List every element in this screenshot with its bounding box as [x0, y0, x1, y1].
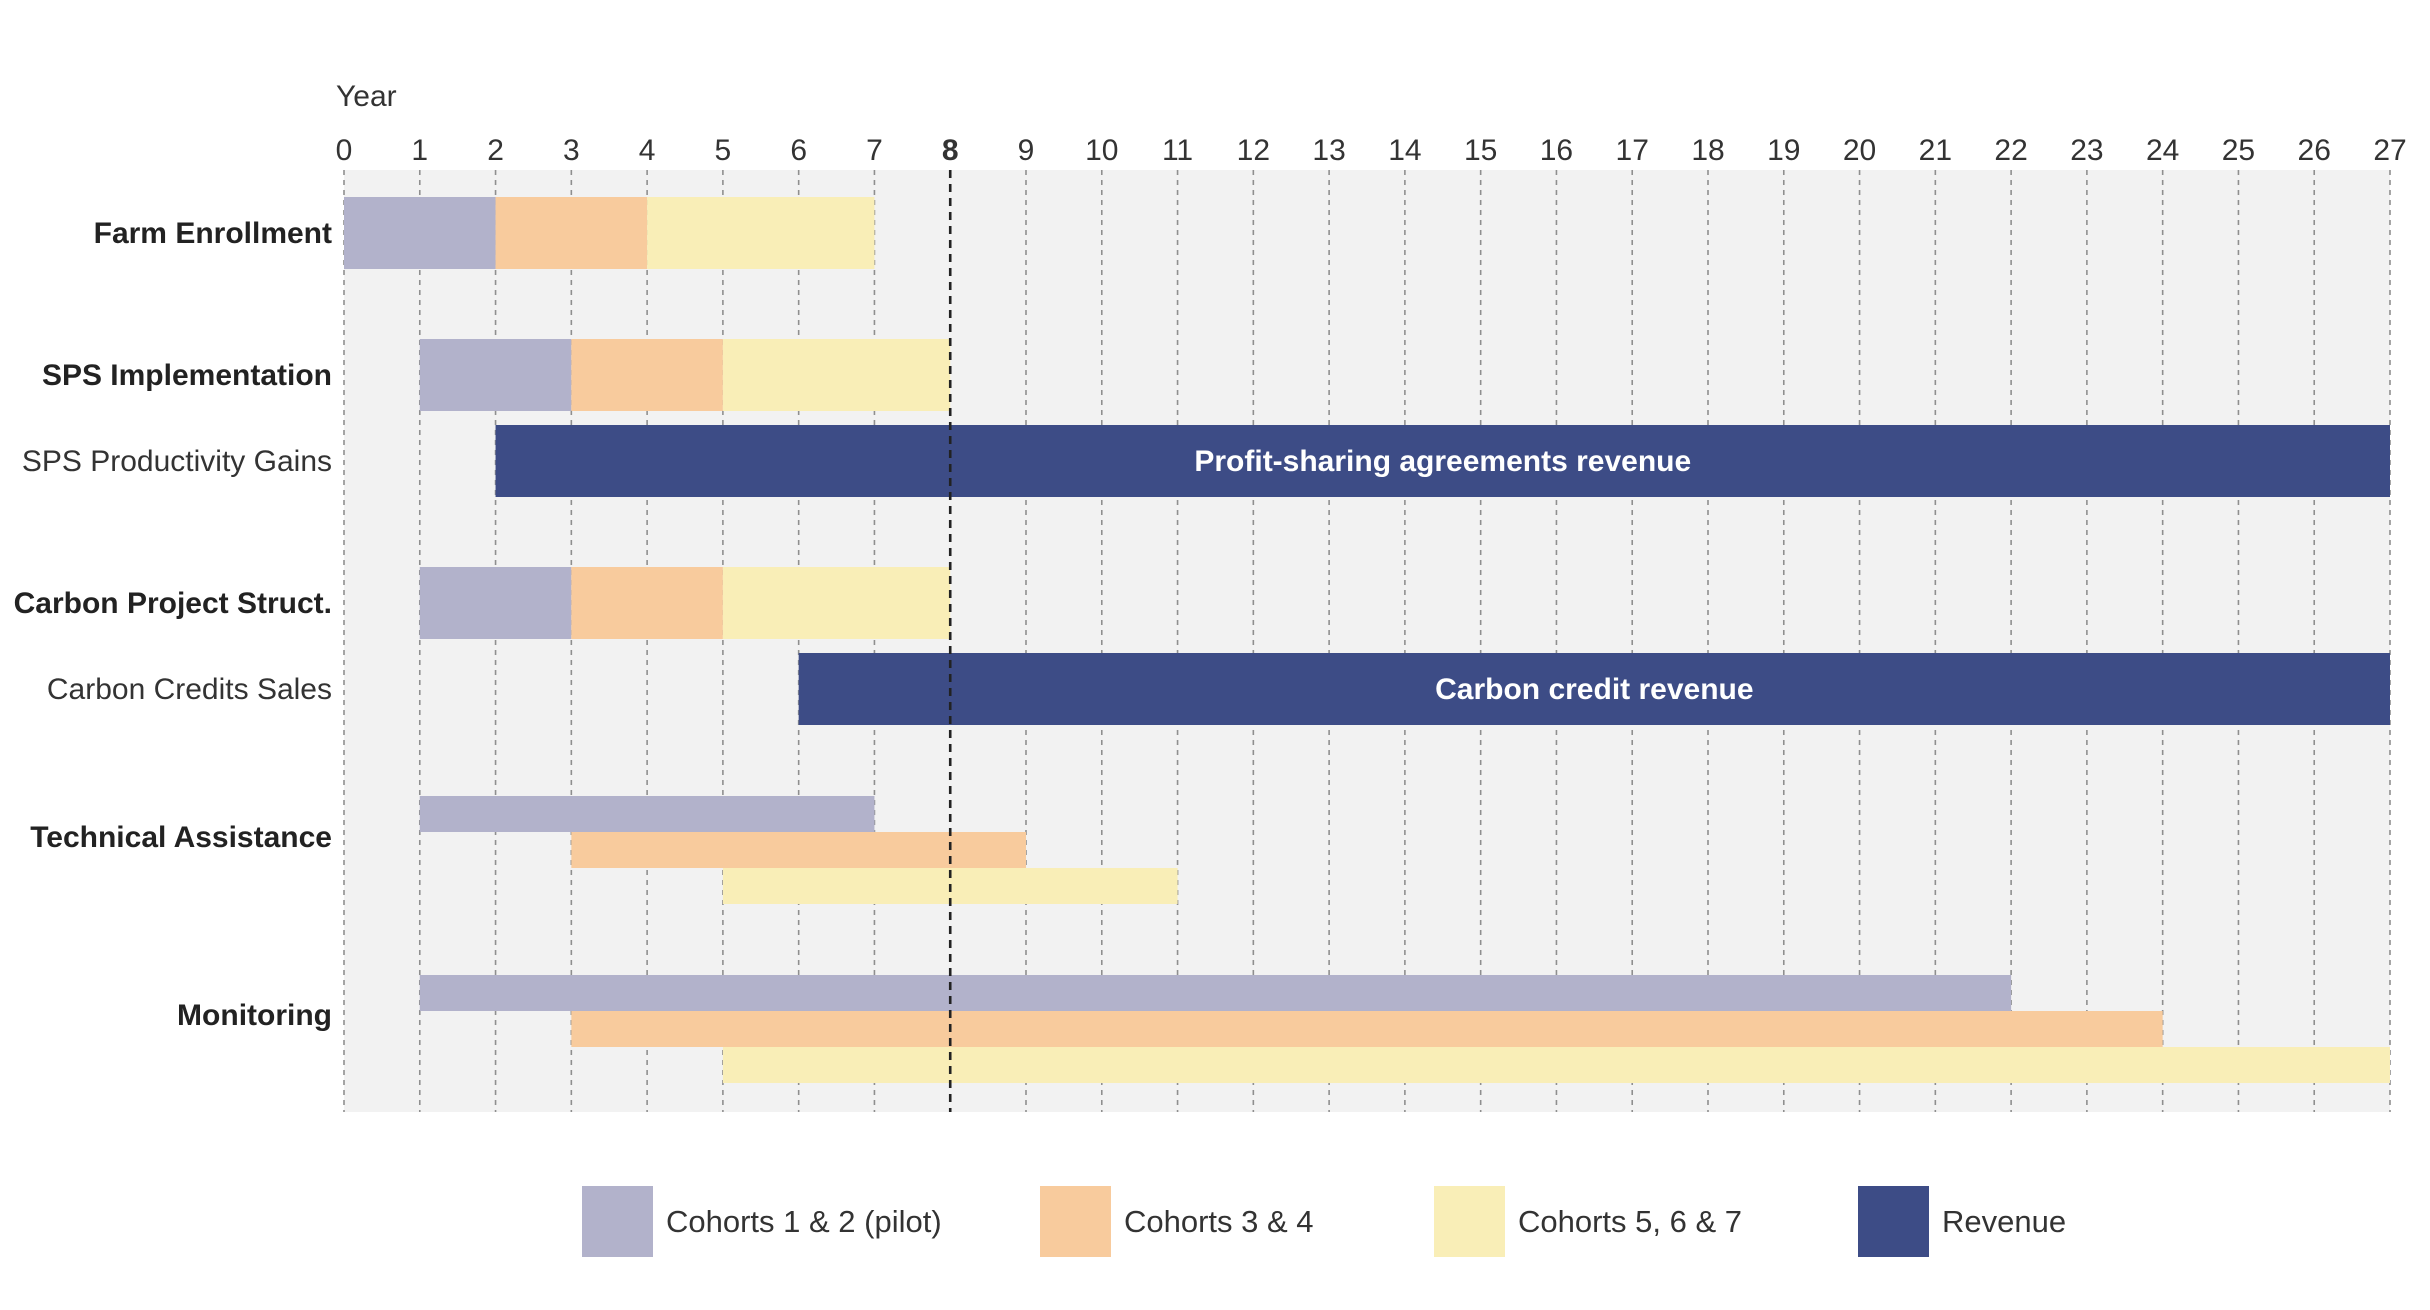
row-label-1: Farm Enrollment [94, 217, 332, 250]
bar-label-row3: Profit-sharing agreements revenue [1194, 445, 1691, 478]
legend-swatch-c12 [582, 1186, 653, 1257]
x-tick-1: 1 [411, 134, 428, 167]
legend-swatch-c34 [1040, 1186, 1111, 1257]
row-label-7: Monitoring [177, 999, 332, 1032]
bar-row6-c12 [419, 796, 875, 832]
x-tick-16: 16 [1540, 134, 1573, 167]
x-tick-27: 27 [2373, 134, 2406, 167]
bar-row7-c12 [419, 975, 2012, 1011]
x-tick-7: 7 [866, 134, 883, 167]
grid-lines [343, 170, 2391, 1112]
x-tick-12: 12 [1237, 134, 1270, 167]
x-tick-22: 22 [1994, 134, 2027, 167]
bar-row7-c34 [571, 1011, 2163, 1047]
x-tick-13: 13 [1312, 134, 1345, 167]
x-tick-21: 21 [1919, 134, 1952, 167]
bar-row5-rev [798, 653, 2390, 725]
x-tick-2: 2 [487, 134, 504, 167]
plot-background-group [344, 170, 2390, 1112]
x-tick-23: 23 [2070, 134, 2103, 167]
x-tick-labels: 0 1 2 3 4 5 6 7 8 9 10 11 12 13 14 15 16 17 18 19 20 21 22 23 24… [336, 134, 2407, 167]
x-tick-3: 3 [563, 134, 580, 167]
row-label-4: Carbon Project Struct. [14, 587, 332, 620]
bar-row4-c12 [419, 567, 572, 639]
bar-row1-c34 [495, 197, 648, 269]
row-label-2: SPS Implementation [42, 359, 332, 392]
bar-label-row5: Carbon credit revenue [1435, 673, 1753, 706]
x-tick-20: 20 [1843, 134, 1876, 167]
x-tick-0: 0 [336, 134, 353, 167]
x-tick-4: 4 [639, 134, 656, 167]
bar-row4-c567 [722, 567, 951, 639]
x-tick-19: 19 [1767, 134, 1800, 167]
bar-row1-c12 [344, 197, 496, 269]
row-label-6: Technical Assistance [30, 821, 332, 854]
bar-row1-c567 [647, 197, 875, 269]
legend: Cohorts 1 & 2 (pilot) Cohorts 3 & 4 Cohort… [582, 1186, 2066, 1257]
x-tick-25: 25 [2222, 134, 2255, 167]
x-tick-9: 9 [1018, 134, 1035, 167]
x-tick-10: 10 [1085, 134, 1118, 167]
x-tick-24: 24 [2146, 134, 2179, 167]
x-tick-15: 15 [1464, 134, 1497, 167]
x-tick-26: 26 [2298, 134, 2331, 167]
bars-group: Profit-sharing agreements revenue Carbon … [344, 197, 2390, 1083]
x-tick-6: 6 [790, 134, 807, 167]
bar-row3-rev [495, 425, 2390, 497]
bar-row6-c34 [571, 832, 1026, 868]
bar-row2-c12 [419, 339, 572, 411]
bar-row7-c567 [722, 1047, 2390, 1083]
x-tick-14: 14 [1388, 134, 1421, 167]
bar-row4-c34 [571, 567, 723, 639]
legend-swatch-rev [1858, 1186, 1929, 1257]
x-axis-title: Year [336, 80, 397, 113]
legend-label-c34: Cohorts 3 & 4 [1124, 1204, 1314, 1239]
x-tick-5: 5 [715, 134, 732, 167]
x-tick-8: 8 [942, 134, 959, 167]
bar-row2-c34 [571, 339, 723, 411]
plot-area [344, 170, 2390, 1112]
row-labels: Farm Enrollment SPS Implementation SPS Pro… [14, 217, 332, 1032]
row-label-5: Carbon Credits Sales [47, 673, 332, 706]
bar-row2-c567 [722, 339, 951, 411]
legend-swatch-c567 [1434, 1186, 1505, 1257]
legend-label-c12: Cohorts 1 & 2 (pilot) [666, 1204, 942, 1239]
legend-label-rev: Revenue [1942, 1204, 2066, 1239]
x-tick-18: 18 [1691, 134, 1724, 167]
x-tick-17: 17 [1616, 134, 1649, 167]
row-label-3: SPS Productivity Gains [22, 445, 332, 478]
legend-label-c567: Cohorts 5, 6 & 7 [1518, 1204, 1742, 1239]
x-tick-11: 11 [1162, 134, 1193, 167]
